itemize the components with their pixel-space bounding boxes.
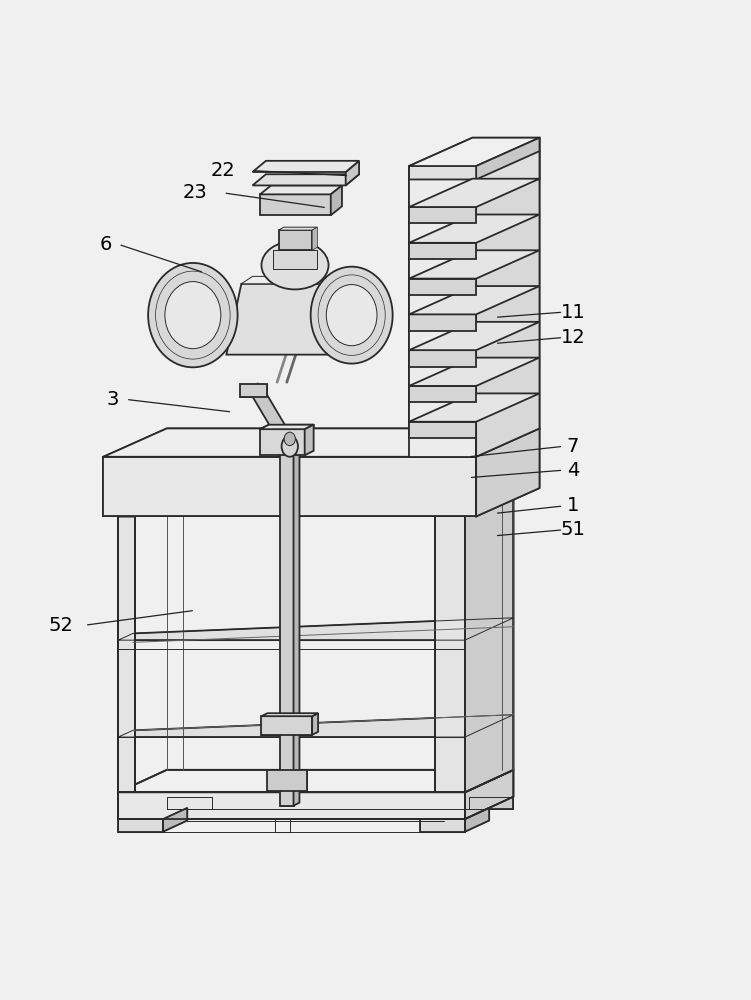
Polygon shape (226, 284, 360, 355)
Ellipse shape (326, 285, 377, 346)
Polygon shape (312, 227, 318, 250)
Polygon shape (279, 230, 312, 250)
Polygon shape (279, 227, 318, 230)
Polygon shape (261, 716, 312, 735)
Polygon shape (280, 449, 294, 806)
Polygon shape (345, 161, 359, 185)
Polygon shape (409, 243, 476, 259)
Polygon shape (409, 214, 539, 243)
Ellipse shape (261, 241, 328, 289)
Polygon shape (409, 179, 539, 207)
Ellipse shape (165, 282, 221, 349)
Polygon shape (409, 393, 539, 422)
Polygon shape (252, 174, 359, 185)
Polygon shape (476, 428, 539, 516)
Polygon shape (119, 819, 163, 832)
Polygon shape (409, 314, 476, 331)
Polygon shape (330, 185, 342, 215)
Polygon shape (119, 618, 514, 640)
Polygon shape (469, 797, 514, 809)
Polygon shape (260, 185, 342, 194)
Text: 52: 52 (49, 616, 74, 635)
Polygon shape (465, 808, 489, 832)
Polygon shape (273, 250, 318, 269)
Polygon shape (409, 358, 539, 386)
Ellipse shape (284, 432, 295, 446)
Ellipse shape (311, 267, 393, 364)
Polygon shape (435, 516, 465, 792)
Polygon shape (312, 713, 318, 735)
Polygon shape (119, 516, 134, 792)
Text: 4: 4 (567, 461, 579, 480)
Polygon shape (476, 138, 539, 179)
Polygon shape (465, 770, 514, 819)
Polygon shape (119, 510, 149, 516)
Polygon shape (255, 383, 291, 441)
Polygon shape (250, 386, 296, 450)
Polygon shape (267, 770, 307, 791)
Polygon shape (167, 797, 212, 809)
Polygon shape (260, 425, 314, 429)
Polygon shape (409, 350, 476, 367)
Polygon shape (409, 322, 539, 350)
Polygon shape (409, 179, 476, 457)
Polygon shape (409, 279, 476, 295)
Text: 7: 7 (567, 437, 579, 456)
Text: 11: 11 (561, 303, 586, 322)
Polygon shape (119, 715, 514, 737)
Polygon shape (260, 194, 330, 215)
Polygon shape (409, 138, 539, 179)
Polygon shape (163, 808, 187, 832)
Polygon shape (465, 494, 514, 792)
Polygon shape (421, 819, 465, 832)
Text: 12: 12 (561, 328, 586, 347)
Polygon shape (409, 207, 476, 223)
Text: 51: 51 (560, 520, 586, 539)
Polygon shape (409, 286, 539, 314)
Polygon shape (409, 386, 476, 402)
Polygon shape (261, 713, 318, 716)
Text: 6: 6 (99, 235, 112, 254)
Polygon shape (305, 425, 314, 455)
Ellipse shape (148, 263, 237, 367)
Polygon shape (241, 276, 357, 284)
Polygon shape (294, 446, 300, 806)
Polygon shape (476, 151, 539, 457)
Polygon shape (409, 138, 539, 166)
Polygon shape (409, 422, 476, 438)
Polygon shape (409, 250, 539, 279)
Text: 3: 3 (107, 390, 119, 409)
Text: 22: 22 (210, 161, 235, 180)
Polygon shape (240, 384, 267, 397)
Text: 1: 1 (567, 496, 579, 515)
Polygon shape (104, 457, 476, 516)
Polygon shape (104, 428, 539, 457)
Polygon shape (252, 161, 359, 172)
Polygon shape (119, 770, 514, 792)
Text: 23: 23 (182, 183, 207, 202)
Polygon shape (119, 792, 465, 819)
Ellipse shape (282, 436, 298, 457)
Polygon shape (260, 429, 305, 455)
